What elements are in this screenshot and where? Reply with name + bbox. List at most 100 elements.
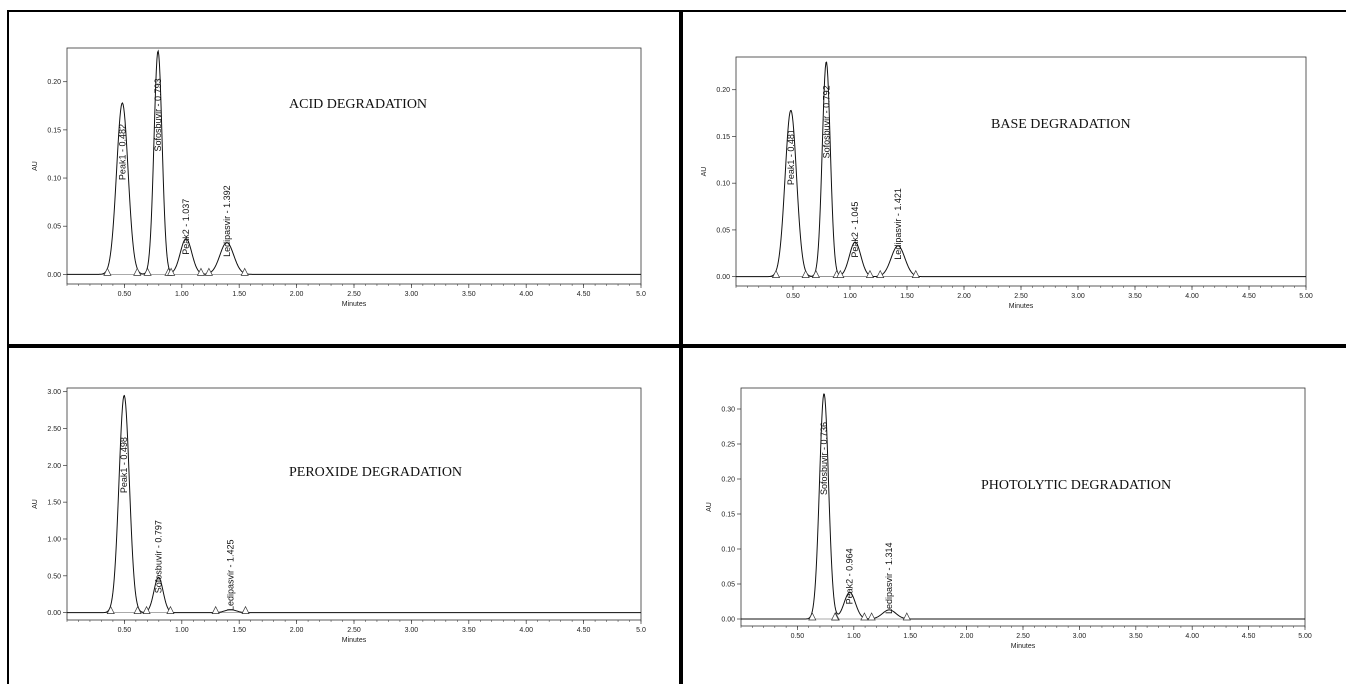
x-tick-label: 2.00	[957, 293, 971, 300]
y-tick-label: 1.50	[47, 500, 61, 507]
integration-marker	[142, 605, 151, 614]
y-tick-label: 2.50	[47, 426, 61, 433]
y-tick-label: 0.20	[721, 477, 735, 484]
peak-label: Peak2 - 1.037	[181, 199, 191, 255]
x-tick-label: 3.50	[462, 627, 476, 634]
chart-title: PHOTOLYTIC DEGRADATION	[981, 478, 1171, 493]
y-tick-label: 0.20	[47, 79, 61, 86]
x-tick-label: 5.00	[1299, 293, 1313, 300]
integration-marker	[166, 605, 175, 614]
chromatogram-trace	[67, 49, 641, 275]
peroxide-chromatogram-svg: 0.50 1.00 1.50 2.00 2.50 3.00 3.50 4.00 4.50 5.0 0…	[32, 387, 646, 644]
peroxide-chromatogram-panel: 0.50 1.00 1.50 2.00 2.50 3.00 3.50 4.00 4.50 5.0 0…	[7, 346, 681, 684]
x-tick-label: 5.00	[1298, 633, 1312, 640]
x-tick-label: 1.50	[232, 291, 246, 298]
x-axis-title: Minutes	[1011, 643, 1036, 650]
x-tick-label: 2.50	[1014, 293, 1028, 300]
y-tick-label: 0.20	[716, 87, 730, 94]
x-tick-label: 4.50	[1242, 293, 1256, 300]
x-tick-label: 4.00	[1185, 633, 1199, 640]
x-axis-title: Minutes	[342, 637, 367, 644]
integration-marker	[808, 612, 817, 621]
x-tick-label: 3.00	[1073, 633, 1087, 640]
x-tick-label: 1.00	[847, 633, 861, 640]
x-tick-label: 1.00	[175, 627, 189, 634]
chart-title: BASE DEGRADATION	[991, 117, 1131, 132]
peak-label: Peak1 - 0.498	[119, 437, 129, 493]
y-tick-label: 2.00	[47, 463, 61, 470]
integration-marker	[133, 267, 142, 276]
chromatogram-trace	[67, 394, 641, 614]
chart-title: ACID DEGRADATION	[289, 97, 427, 112]
y-tick-label: 0.00	[47, 610, 61, 617]
chromatogram-trace	[741, 393, 1305, 620]
x-tick-label: 3.00	[1071, 293, 1085, 300]
x-axis-title: Minutes	[342, 301, 367, 308]
x-tick-label: 0.50	[118, 627, 132, 634]
x-tick-label: 2.50	[347, 627, 361, 634]
x-tick-label: 0.50	[791, 633, 805, 640]
y-axis-title: AU	[706, 502, 713, 512]
integration-marker	[133, 605, 142, 614]
x-tick-label: 4.00	[1185, 293, 1199, 300]
integration-marker	[865, 269, 875, 279]
x-tick-label: 4.50	[577, 627, 591, 634]
x-tick-label: 3.50	[1128, 293, 1142, 300]
peak-label: Peak1 - 0.481	[786, 129, 796, 185]
y-tick-label: 0.15	[716, 134, 730, 141]
peak-label: Sofosbuvir - 0.793	[153, 78, 163, 151]
integration-marker	[241, 605, 250, 614]
x-tick-label: 1.50	[900, 293, 914, 300]
integration-marker	[860, 612, 869, 621]
integration-marker	[811, 269, 820, 279]
peak-label: Peak2 - 1.045	[850, 202, 860, 258]
x-tick-label: 0.50	[786, 293, 800, 300]
integration-marker	[831, 612, 840, 621]
x-tick-label: 2.00	[290, 627, 304, 634]
y-axis-title: AU	[32, 161, 39, 171]
peak-label: Ledipasvir - 1.314	[884, 542, 894, 614]
x-tick-label: 4.00	[519, 627, 533, 634]
integration-marker	[167, 267, 176, 276]
integration-marker	[204, 267, 213, 276]
y-tick-label: 0.00	[721, 617, 735, 624]
y-tick-label: 0.10	[47, 176, 61, 183]
y-tick-label: 0.00	[716, 274, 730, 281]
acid-chromatogram-panel: 0.50 1.00 1.50 2.00 2.50 3.00 3.50 4.00 4.50 5.0 0…	[7, 10, 681, 346]
y-axis-title: AU	[701, 167, 708, 177]
x-tick-label: 4.00	[519, 291, 533, 298]
chromatogram-trace	[736, 61, 1306, 278]
photolytic-chromatogram-svg: 0.50 1.00 1.50 2.00 2.50 3.00 3.50 4.00 4.50 5.00…	[706, 387, 1312, 650]
integration-marker	[876, 269, 885, 279]
peak-label: Sofosbuvir - 0.792	[821, 85, 831, 158]
x-tick-label: 1.00	[843, 293, 857, 300]
integration-marker	[771, 269, 781, 279]
integration-marker	[196, 267, 206, 276]
y-tick-label: 0.10	[716, 181, 730, 188]
x-tick-label: 2.00	[290, 291, 304, 298]
x-tick-label: 4.50	[1242, 633, 1256, 640]
y-tick-label: 0.15	[721, 512, 735, 519]
x-axis-title: Minutes	[1009, 303, 1034, 310]
x-tick-label: 5.0	[636, 627, 646, 634]
y-tick-label: 0.10	[721, 547, 735, 554]
x-tick-label: 2.00	[960, 633, 974, 640]
chart-title: PEROXIDE DEGRADATION	[289, 465, 462, 480]
integration-marker	[240, 267, 249, 276]
acid-chromatogram-svg: 0.50 1.00 1.50 2.00 2.50 3.00 3.50 4.00 4.50 5.0 0…	[32, 47, 646, 308]
x-tick-label: 4.50	[577, 291, 591, 298]
integration-marker	[836, 269, 845, 279]
peak-label: Peak1 - 0.482	[117, 124, 127, 180]
x-tick-label: 3.00	[405, 627, 419, 634]
x-tick-label: 3.50	[462, 291, 476, 298]
x-tick-label: 5.0	[636, 291, 646, 298]
integration-marker	[902, 612, 911, 621]
y-tick-label: 1.00	[47, 536, 61, 543]
integration-marker	[911, 269, 920, 279]
y-tick-label: 0.05	[721, 582, 735, 589]
y-tick-label: 0.00	[47, 272, 61, 279]
x-tick-label: 1.50	[903, 633, 917, 640]
peak-label: Ledipasvir - 1.425	[226, 539, 236, 611]
peak-label: Sofosbuvir - 0.736	[819, 422, 829, 495]
peak-label: Ledipasvir - 1.392	[222, 185, 232, 257]
